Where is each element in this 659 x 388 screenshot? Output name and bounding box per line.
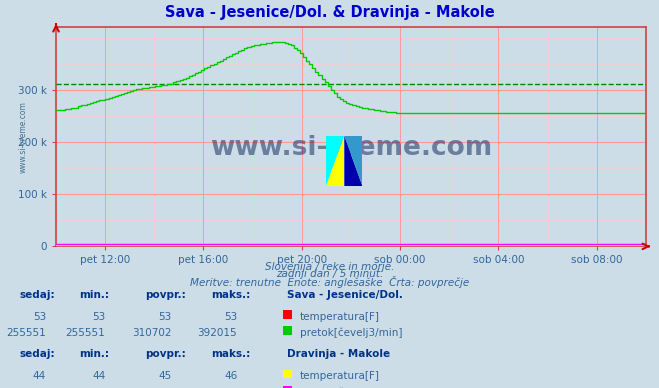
Text: 45: 45	[158, 371, 171, 381]
Text: 392015: 392015	[198, 328, 237, 338]
Text: pretok[čevelj3/min]: pretok[čevelj3/min]	[300, 327, 403, 338]
Text: www.si-vreme.com: www.si-vreme.com	[19, 101, 28, 173]
Text: 53: 53	[33, 312, 46, 322]
Text: pretok[čevelj3/min]: pretok[čevelj3/min]	[300, 387, 403, 388]
Text: sedaj:: sedaj:	[20, 349, 55, 359]
Text: temperatura[F]: temperatura[F]	[300, 371, 380, 381]
Text: 44: 44	[33, 371, 46, 381]
Text: Dravinja - Makole: Dravinja - Makole	[287, 349, 389, 359]
Text: temperatura[F]: temperatura[F]	[300, 312, 380, 322]
Text: zadnji dan / 5 minut.: zadnji dan / 5 minut.	[276, 269, 383, 279]
Polygon shape	[344, 136, 362, 186]
Text: Sava - Jesenice/Dol.: Sava - Jesenice/Dol.	[287, 289, 403, 300]
Text: 53: 53	[92, 312, 105, 322]
Text: Meritve: trenutne  Enote: anglešaške  Črta: povprečje: Meritve: trenutne Enote: anglešaške Črta…	[190, 276, 469, 288]
Text: povpr.:: povpr.:	[145, 349, 186, 359]
Text: 310702: 310702	[132, 328, 171, 338]
Text: 255551: 255551	[7, 328, 46, 338]
Text: sedaj:: sedaj:	[20, 289, 55, 300]
Text: 53: 53	[158, 312, 171, 322]
Text: 44: 44	[92, 371, 105, 381]
Text: Sava - Jesenice/Dol. & Dravinja - Makole: Sava - Jesenice/Dol. & Dravinja - Makole	[165, 5, 494, 21]
Text: maks.:: maks.:	[211, 349, 250, 359]
Polygon shape	[326, 136, 344, 186]
Text: 46: 46	[224, 371, 237, 381]
Text: www.si-vreme.com: www.si-vreme.com	[210, 135, 492, 161]
Text: 255551: 255551	[66, 328, 105, 338]
Polygon shape	[344, 136, 362, 186]
Text: 53: 53	[224, 312, 237, 322]
Text: povpr.:: povpr.:	[145, 289, 186, 300]
Polygon shape	[326, 136, 344, 186]
Text: maks.:: maks.:	[211, 289, 250, 300]
Text: min.:: min.:	[79, 349, 109, 359]
Text: Slovenija / reke in morje.: Slovenija / reke in morje.	[265, 262, 394, 272]
Text: min.:: min.:	[79, 289, 109, 300]
